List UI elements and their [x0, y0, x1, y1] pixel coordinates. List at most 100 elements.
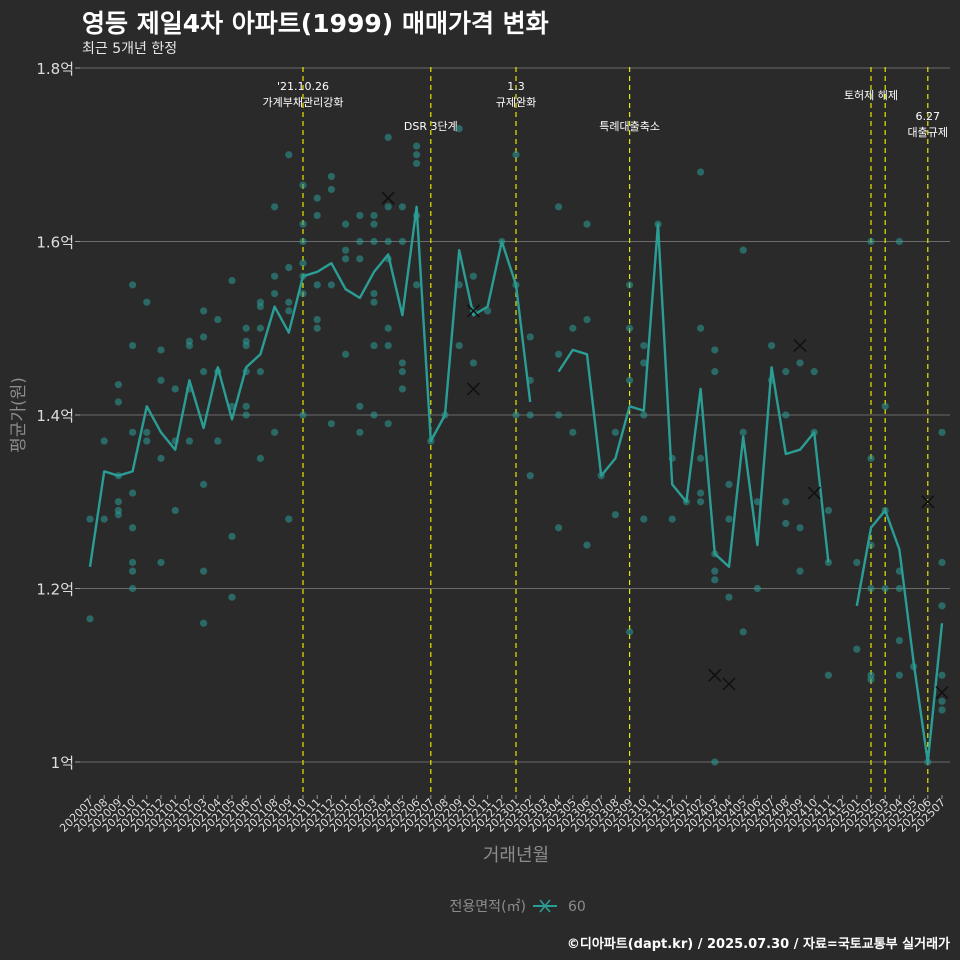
- data-point: [370, 298, 378, 306]
- data-point: [313, 194, 321, 202]
- cross-marker: [708, 668, 722, 682]
- data-point: [711, 368, 719, 376]
- x-axis-title: 거래년월: [483, 845, 549, 866]
- data-point: [626, 324, 634, 332]
- data-point: [157, 346, 165, 354]
- data-point: [753, 584, 762, 593]
- data-point: [342, 220, 350, 228]
- data-point: [256, 368, 264, 376]
- data-point: [611, 428, 620, 436]
- data-point: [370, 220, 378, 228]
- event-label: 6.27: [916, 110, 941, 123]
- data-point: [583, 541, 591, 549]
- data-point: [370, 411, 378, 419]
- y-tick-label: 1.6억: [36, 234, 74, 252]
- data-point: [725, 480, 733, 488]
- data-point: [895, 671, 904, 679]
- series-line-segment: [557, 222, 830, 568]
- data-point: [782, 368, 790, 376]
- data-point: [356, 237, 364, 246]
- data-point: [555, 524, 563, 532]
- cross-marker: [793, 339, 807, 353]
- data-point: [285, 515, 293, 523]
- data-point: [697, 454, 705, 462]
- data-point: [697, 498, 705, 506]
- data-point: [938, 671, 946, 679]
- event-label: 규제완화: [496, 96, 536, 109]
- data-point: [86, 615, 94, 623]
- data-point: [313, 324, 321, 332]
- data-point: [796, 524, 804, 532]
- cross-marker: [722, 677, 736, 691]
- data-point: [526, 472, 534, 480]
- data-point: [853, 558, 861, 567]
- data-point: [256, 324, 264, 332]
- data-point: [796, 567, 804, 575]
- data-point: [157, 558, 165, 567]
- data-point: [129, 524, 137, 532]
- data-point: [129, 281, 137, 289]
- data-point: [867, 454, 875, 462]
- data-point: [370, 342, 378, 350]
- data-point: [867, 675, 875, 684]
- data-point: [228, 402, 236, 410]
- data-point: [299, 259, 307, 267]
- series-line-segment: [855, 509, 944, 764]
- data-point: [711, 567, 719, 575]
- data-point: [327, 185, 335, 194]
- data-point: [384, 342, 392, 350]
- data-point: [398, 237, 406, 246]
- data-point: [626, 281, 634, 289]
- data-point: [327, 172, 335, 181]
- data-point: [583, 220, 591, 228]
- data-point: [697, 489, 705, 497]
- y-axis-title: 평균가(원): [9, 377, 29, 453]
- event-label: 토허제 해제: [844, 88, 898, 102]
- legend-entry-60: 60: [568, 899, 586, 915]
- data-point: [796, 359, 804, 367]
- data-point: [782, 498, 790, 506]
- legend: 전용면적(㎡) 60: [450, 899, 586, 915]
- data-point: [299, 237, 307, 246]
- data-point: [739, 246, 747, 254]
- event-label: 특례대출축소: [599, 120, 660, 133]
- legend-title: 전용면적(㎡): [450, 899, 526, 915]
- data-point: [484, 307, 492, 315]
- data-point: [185, 342, 193, 350]
- data-point: [313, 315, 321, 324]
- data-point: [668, 515, 676, 523]
- data-point: [370, 289, 378, 298]
- data-point: [739, 428, 747, 436]
- data-point: [129, 584, 137, 593]
- chart-title: 영등 제일4차 아파트(1999) 매매가격 변화: [82, 9, 549, 38]
- data-point: [455, 125, 463, 133]
- data-point: [214, 437, 222, 445]
- data-point: [356, 402, 364, 410]
- data-point: [768, 342, 776, 350]
- data-point: [384, 203, 392, 211]
- data-point: [938, 602, 946, 610]
- data-point: [256, 302, 264, 311]
- data-point: [271, 203, 279, 211]
- data-point: [200, 368, 208, 376]
- cross-marker: [466, 304, 480, 318]
- data-point: [711, 346, 719, 354]
- data-point: [626, 376, 634, 384]
- data-point: [895, 584, 904, 593]
- data-point: [242, 411, 250, 419]
- data-point: [697, 324, 705, 332]
- data-point: [327, 281, 335, 289]
- data-point: [413, 281, 421, 289]
- data-point: [285, 151, 293, 159]
- data-point: [214, 315, 222, 324]
- data-point: [342, 350, 350, 358]
- data-point: [200, 333, 208, 341]
- data-point: [455, 342, 463, 350]
- data-point: [384, 237, 392, 246]
- data-point: [569, 428, 577, 436]
- data-point: [100, 437, 108, 445]
- data-point: [555, 350, 563, 358]
- grid-lines: [80, 67, 950, 763]
- data-point: [782, 411, 790, 419]
- data-point: [242, 324, 250, 332]
